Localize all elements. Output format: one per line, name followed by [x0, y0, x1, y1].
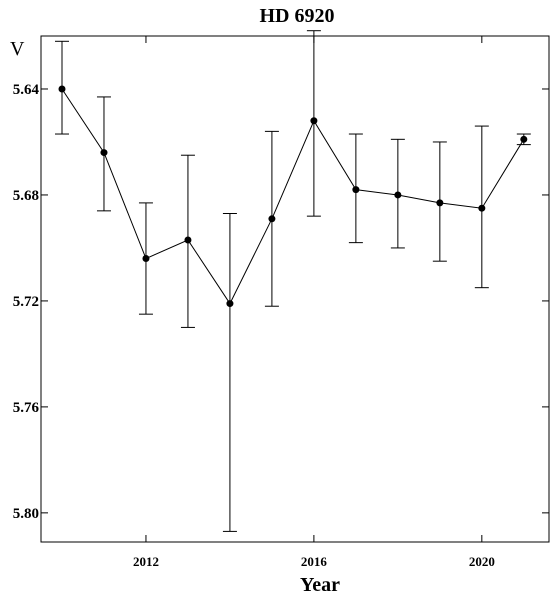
data-point: [478, 204, 486, 212]
data-point: [310, 117, 318, 125]
y-tick-label: 5.68: [13, 188, 39, 204]
y-tick-label: 5.80: [13, 506, 39, 522]
data-point: [184, 236, 192, 244]
x-tick-label: 2012: [133, 554, 159, 569]
data-point: [394, 191, 402, 199]
plot-frame: [40, 35, 550, 543]
x-tick-label: 2016: [301, 554, 328, 569]
y-tick-label: 5.76: [13, 400, 40, 416]
data-point: [142, 255, 150, 263]
data-point: [352, 186, 360, 194]
data-point: [268, 215, 276, 223]
axes: 5.64 5.68 5.72 5.76 5.80 2012 2016 2020: [13, 36, 549, 569]
data-point: [58, 85, 66, 93]
x-tick-label: 2020: [469, 554, 495, 569]
y-tick-label: 5.64: [13, 82, 40, 98]
data-point: [520, 135, 528, 143]
y-axis-label: V: [10, 38, 25, 60]
series-line: [61, 88, 525, 305]
x-axis-label: Year: [300, 574, 340, 596]
chart-title: HD 6920: [260, 5, 335, 27]
y-tick-label: 5.72: [13, 294, 39, 310]
data-point: [436, 199, 444, 207]
data-point: [226, 300, 234, 308]
data-point: [100, 149, 108, 157]
data-marks: [54, 30, 531, 532]
